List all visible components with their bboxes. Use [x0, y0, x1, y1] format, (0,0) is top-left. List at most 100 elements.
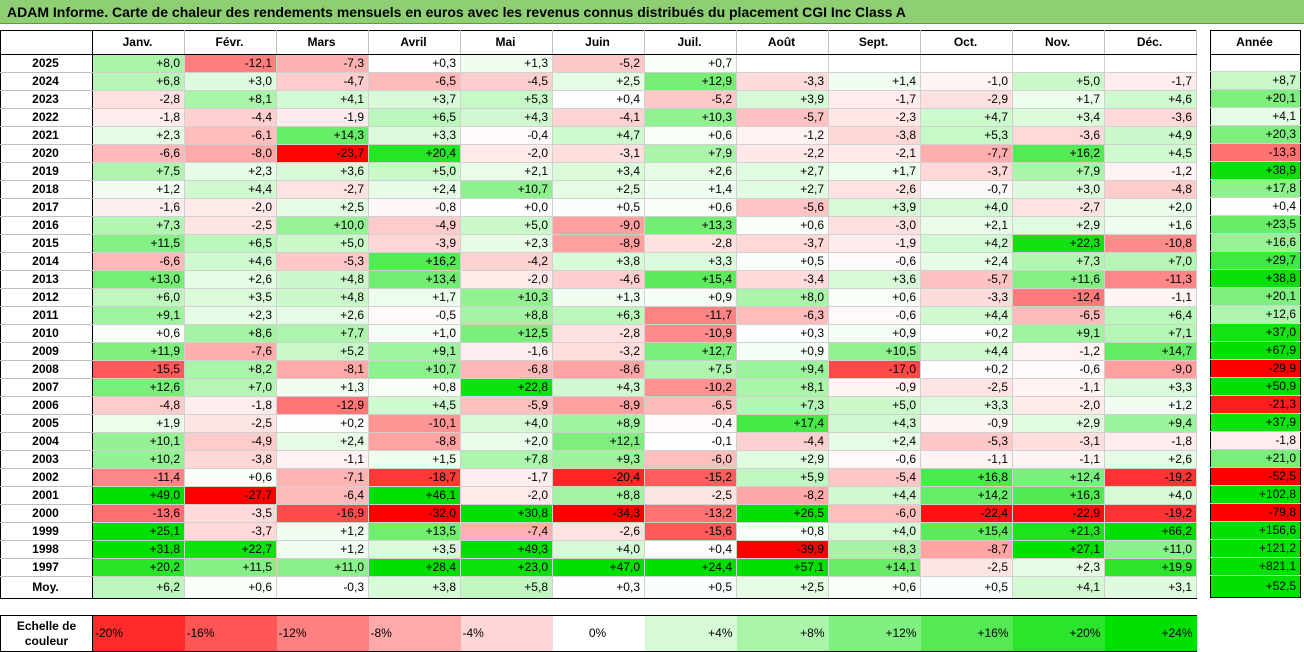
heatmap-cell: -2,0	[460, 486, 553, 505]
heatmap-cell: +4,7	[920, 108, 1013, 127]
heatmap-cell	[736, 54, 829, 73]
heatmap-cell: -4,5	[460, 72, 553, 91]
heatmap-cell: +2,5	[552, 72, 645, 91]
heatmap-row: 2010 +0,6 +8,6 +7,7 +1,0 +12,5 -2,8 -10,9 +0,3 +0…	[0, 324, 1197, 343]
heatmap-cell: +7,3	[736, 396, 829, 415]
heatmap-cell	[1104, 54, 1197, 73]
heatmap-cell: +2,3	[1012, 558, 1105, 577]
heatmap-cell: -1,6	[460, 342, 553, 361]
heatmap-cell: +0,9	[644, 288, 737, 307]
heatmap-cell: +7,0	[184, 378, 277, 397]
heatmap-cell: +66,2	[1104, 522, 1197, 541]
heatmap-cell: +2,0	[460, 432, 553, 451]
heatmap-cell: +46,1	[368, 486, 461, 505]
heatmap-cell: +0,2	[920, 360, 1013, 379]
annual-cell: +67,9	[1210, 341, 1301, 361]
heatmap-cell: +1,4	[644, 180, 737, 199]
heatmap-cell: +8,2	[184, 360, 277, 379]
heatmap-cell: +16,3	[1012, 486, 1105, 505]
heatmap-cell: -34,3	[552, 504, 645, 523]
heatmap-cell: -2,9	[920, 90, 1013, 109]
annual-row: -1,8	[1210, 431, 1301, 451]
heatmap-cell: +20,2	[92, 558, 185, 577]
row-year-label: 2012	[0, 288, 93, 307]
heatmap-cell: +3,4	[552, 162, 645, 181]
month-header: Nov.	[1012, 30, 1105, 55]
heatmap-cell: +4,2	[920, 234, 1013, 253]
heatmap-cell: +4,7	[552, 126, 645, 145]
heatmap-cell: +3,3	[368, 126, 461, 145]
heatmap-cell: -1,1	[1012, 450, 1105, 469]
annual-cell: +102,8	[1210, 485, 1301, 505]
heatmap-row: 1997 +20,2 +11,5 +11,0 +28,4 +23,0 +47,0 +24,4 +…	[0, 558, 1197, 577]
heatmap-cell: -11,4	[92, 468, 185, 487]
heatmap-cell: +57,1	[736, 558, 829, 577]
header-corner	[0, 30, 93, 55]
heatmap-cell: -0,5	[368, 306, 461, 325]
heatmap-cell: +2,6	[1104, 450, 1197, 469]
heatmap-cell: -3,4	[736, 270, 829, 289]
heatmap-cell: +3,3	[644, 252, 737, 271]
heatmap-cell: +20,4	[368, 144, 461, 163]
heatmap-cell: +3,6	[276, 162, 369, 181]
heatmap-cell: +0,7	[644, 54, 737, 73]
heatmap-row: 2013 +13,0 +2,6 +4,8 +13,4 -2,0 -4,6 +15,4 -3,4 +…	[0, 270, 1197, 289]
heatmap-cell: -8,7	[920, 540, 1013, 559]
heatmap-cell: +2,6	[276, 306, 369, 325]
color-scale-step: -8%	[368, 615, 461, 652]
heatmap-cell: -5,7	[920, 270, 1013, 289]
heatmap-table: Janv. Févr. Mars Avril Mai Juin Juil. Août Sept.…	[0, 30, 1197, 599]
heatmap-cell: +2,4	[920, 252, 1013, 271]
heatmap-cell: +3,7	[368, 90, 461, 109]
heatmap-cell: +4,5	[368, 396, 461, 415]
heatmap-cell: -0,6	[828, 306, 921, 325]
annual-row: +156,6	[1210, 521, 1301, 541]
heatmap-cell: -4,4	[184, 108, 277, 127]
heatmap-cell: +4,0	[1104, 486, 1197, 505]
annual-cell: +50,9	[1210, 377, 1301, 397]
annual-cell: +0,4	[1210, 197, 1301, 217]
annual-cell: +121,2	[1210, 539, 1301, 559]
heatmap-cell: -2,2	[736, 144, 829, 163]
annual-row: +67,9	[1210, 341, 1301, 361]
heatmap-cell: +5,0	[276, 234, 369, 253]
average-label: Moy.	[0, 576, 93, 599]
heatmap-cell: +0,8	[368, 378, 461, 397]
heatmap-cell: +6,8	[92, 72, 185, 91]
heatmap-cell: +21,3	[1012, 522, 1105, 541]
average-cell: +0,5	[644, 576, 737, 599]
color-scale-step: -20%	[92, 615, 185, 652]
heatmap-cell: +3,9	[736, 90, 829, 109]
heatmap-cell: -1,1	[920, 450, 1013, 469]
heatmap-cell: -19,2	[1104, 504, 1197, 523]
color-scale-label-line2: couleur	[24, 633, 69, 648]
heatmap-cell: +13,0	[92, 270, 185, 289]
heatmap-cell: -2,0	[460, 270, 553, 289]
heatmap-row: 2007 +12,6 +7,0 +1,3 +0,8 +22,8 +4,3 -10,2 +8,1-…	[0, 378, 1197, 397]
heatmap-row: 2023 -2,8 +8,1 +4,1 +3,7 +5,3 +0,4 -5,2 +3,9 -1,7…	[0, 90, 1197, 109]
heatmap-cell: -6,6	[92, 252, 185, 271]
heatmap-cell: -2,0	[1012, 396, 1105, 415]
average-cell: +2,5	[736, 576, 829, 599]
month-header: Août	[736, 30, 829, 55]
annual-row: +121,2	[1210, 539, 1301, 559]
heatmap-cell: +4,5	[1104, 144, 1197, 163]
annual-cell	[1210, 54, 1301, 73]
heatmap-cell: -5,3	[276, 252, 369, 271]
annual-row: +102,8	[1210, 485, 1301, 505]
heatmap-cell: +2,9	[1012, 414, 1105, 433]
heatmap-cell: -2,5	[644, 486, 737, 505]
row-year-label: 2003	[0, 450, 93, 469]
heatmap-cell: -8,0	[184, 144, 277, 163]
annual-row: +0,4	[1210, 197, 1301, 217]
color-scale-step: -16%	[184, 615, 277, 652]
heatmap-cell: +1,0	[368, 324, 461, 343]
heatmap-cell: -3,3	[920, 288, 1013, 307]
heatmap-cell: -0,6	[1012, 360, 1105, 379]
annual-row: +20,1	[1210, 89, 1301, 109]
row-year-label: 2011	[0, 306, 93, 325]
heatmap-cell: +4,4	[828, 486, 921, 505]
heatmap-cell: +7,1	[1104, 324, 1197, 343]
heatmap-cell: -1,7	[460, 468, 553, 487]
heatmap-cell: +10,2	[92, 450, 185, 469]
